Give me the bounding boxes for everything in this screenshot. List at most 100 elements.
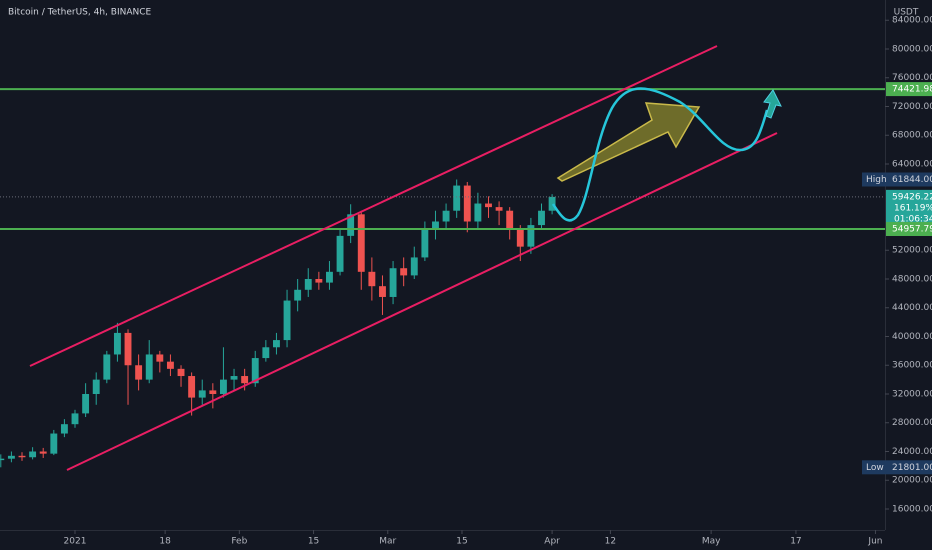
candle-body <box>336 235 344 272</box>
candle-body <box>262 347 270 359</box>
candle-body <box>113 332 121 355</box>
marker-value-box <box>886 172 932 187</box>
candle-body <box>294 289 302 301</box>
x-tick-label: 17 <box>790 537 801 547</box>
candle-body <box>379 286 386 297</box>
marker-name: Low <box>866 463 884 473</box>
candle-body <box>103 354 111 380</box>
marker-name-box <box>862 172 886 187</box>
candle-body <box>39 451 47 454</box>
candle-body <box>273 340 280 348</box>
projection-curve <box>551 87 769 222</box>
candle-body <box>251 358 259 384</box>
candle-body <box>304 278 312 290</box>
candle-body <box>188 376 196 398</box>
y-tick-label: 28000.00 <box>892 418 932 428</box>
candle-body <box>92 379 100 394</box>
candle-body <box>29 451 37 458</box>
marker-name: High <box>866 175 887 185</box>
candle-body <box>389 268 397 297</box>
x-tick-label: Feb <box>231 537 247 547</box>
channel-lower <box>66 132 778 471</box>
candle-body <box>230 376 238 380</box>
candle-body <box>506 210 514 229</box>
y-tick-label: 52000.00 <box>892 246 932 256</box>
candle-body <box>50 433 58 454</box>
candle-body <box>442 210 450 222</box>
y-tick-label: 64000.00 <box>892 159 932 169</box>
y-tick-label: 20000.00 <box>892 476 932 486</box>
candle-body <box>347 214 355 236</box>
y-tick-label: 76000.00 <box>892 73 932 83</box>
candle-body <box>421 228 429 258</box>
last-price-label: 59426.22 <box>892 192 932 202</box>
candle-body <box>156 354 164 362</box>
x-tick-label: May <box>702 537 721 547</box>
y-tick-label: 80000.00 <box>892 44 932 54</box>
marker-name-box <box>862 460 886 475</box>
candle-body <box>474 203 482 222</box>
candle-body <box>453 185 461 211</box>
candle-body <box>209 390 217 394</box>
x-tick-label: Jun <box>867 537 882 547</box>
chart-title: Bitcoin / TetherUS, 4h, BINANCE <box>8 8 152 18</box>
candle-body <box>124 332 132 366</box>
candle-body <box>463 185 471 222</box>
candle-body <box>410 257 418 276</box>
y-tick-label: 48000.00 <box>892 274 932 284</box>
x-tick-label: 2021 <box>64 537 87 547</box>
candle-body <box>60 424 68 434</box>
last-price-box <box>886 189 932 226</box>
x-tick-label: 12 <box>605 537 616 547</box>
x-tick-label: 15 <box>308 537 319 547</box>
candle-body <box>71 413 79 425</box>
candle-body <box>485 203 492 208</box>
plot <box>0 88 885 468</box>
level-label-box <box>886 221 932 236</box>
countdown-label: 01:06:34 <box>894 214 932 224</box>
level-label-box <box>886 82 932 97</box>
x-tick-label: Apr <box>544 537 560 547</box>
candle-body <box>527 225 535 247</box>
candle-body <box>7 455 15 459</box>
candle-body <box>0 458 5 461</box>
candle-body <box>538 210 545 226</box>
candle-body <box>177 368 185 377</box>
change-label: 161.19% <box>894 203 932 213</box>
y-tick-label: 68000.00 <box>892 131 932 141</box>
candle-body <box>357 214 365 272</box>
candle-body <box>368 271 376 287</box>
level-label: 54957.79 <box>892 224 932 234</box>
currency-label: USDT <box>894 8 919 18</box>
channel-upper <box>29 45 718 367</box>
candle-body <box>432 221 439 229</box>
marker-value: 61844.00 <box>892 175 932 185</box>
y-tick-label: 36000.00 <box>892 361 932 371</box>
y-tick-label: 16000.00 <box>892 504 932 514</box>
y-tick-label: 40000.00 <box>892 332 932 342</box>
candle-body <box>241 376 249 384</box>
marker-value: 21801.00 <box>892 463 932 473</box>
x-tick-label: 15 <box>456 537 467 547</box>
candle-body <box>548 196 556 211</box>
candle-body <box>18 455 26 458</box>
candle-body <box>166 361 174 369</box>
candle-body <box>145 354 153 380</box>
candle-body <box>400 268 408 276</box>
y-tick-label: 32000.00 <box>892 389 932 399</box>
candle-body <box>315 278 323 283</box>
candle-body <box>82 393 90 414</box>
y-tick-label: 44000.00 <box>892 303 932 313</box>
candle-body <box>495 207 503 211</box>
axes: 16000.00 20000.00 24000.00 28000.00 32000.00… <box>64 16 932 547</box>
candle-body <box>516 228 524 247</box>
candle-body <box>198 390 206 398</box>
y-tick-label: 72000.00 <box>892 102 932 112</box>
projection-arrow-head <box>763 89 782 119</box>
marker-value-box <box>886 460 932 475</box>
y-tick-label: 24000.00 <box>892 447 932 457</box>
candle-body <box>135 365 143 380</box>
y-tick-label: 84000.00 <box>892 16 932 26</box>
